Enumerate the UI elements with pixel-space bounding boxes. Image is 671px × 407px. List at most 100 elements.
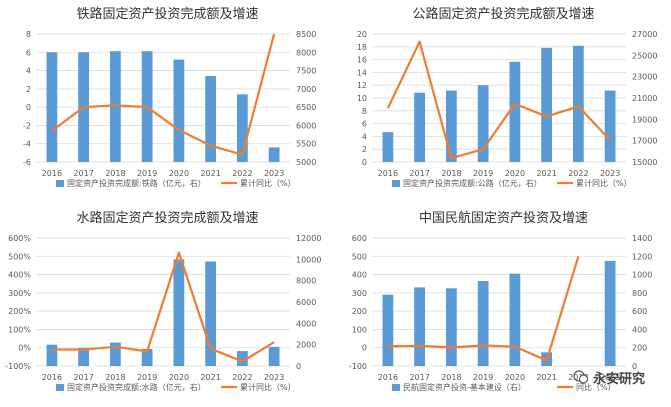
legend-bar-swatch (392, 384, 400, 391)
x-tick-label: 2023 (600, 169, 620, 178)
x-tick-label: 2017 (73, 169, 93, 178)
legend-bar-label: 固定资产投资完成额:公路（亿元，右） (403, 178, 542, 188)
y-left-tick-label: 300 (352, 289, 367, 298)
y-right-tick-label: 21000 (632, 94, 657, 103)
legend-line-label: 同比（%） (576, 382, 616, 392)
y-right-tick-label: 6000 (296, 298, 316, 307)
watermark-text: 永安研究 (593, 372, 646, 387)
legend-bar-swatch (392, 180, 400, 187)
chart-title: 铁路固定资产投资完成额及增速 (76, 6, 258, 22)
x-tick-label: 2020 (505, 373, 525, 382)
y-left-tick-label: -100% (5, 362, 31, 371)
x-tick-label: 2018 (441, 373, 461, 382)
bar (141, 348, 153, 366)
y-right-tick-label: 7500 (296, 67, 316, 76)
x-tick-label: 2022 (568, 373, 588, 382)
chart-civil-aviation: 中国民航固定资产投资及增速 -100 0 100 200 300 400 500 600 0 200… (336, 204, 671, 406)
chart-waterway: 水路固定资产投资完成额及增速 -100% 0% 100% 200% 300% 400% 500… (0, 204, 335, 406)
bar (109, 51, 121, 163)
x-tick-label: 2019 (137, 373, 157, 382)
bar (173, 259, 185, 366)
legend-bar-label: 固定资产投资完成额:铁路（亿元，右） (67, 178, 206, 188)
watermark: 永安研究 (573, 367, 665, 389)
x-tick-label: 2016 (378, 373, 398, 382)
y-left-tick-label: 200% (8, 307, 31, 316)
y-right-tick-label: 0 (632, 362, 637, 371)
x-tick-label: 2016 (378, 169, 398, 178)
y-right-tick-label: 23000 (632, 73, 657, 82)
x-tick-label: 2019 (473, 373, 493, 382)
chart-title: 公路固定资产投资完成额及增速 (412, 6, 594, 22)
y-left-tick-label: 0% (18, 344, 31, 353)
x-tick-label: 2017 (73, 373, 93, 382)
y-left-tick-label: 4 (26, 67, 31, 76)
y-right-tick-label: 8000 (296, 48, 316, 57)
y-left-tick-label: 500 (352, 252, 367, 261)
y-left-tick-label: 2 (26, 85, 31, 94)
bar (236, 351, 248, 366)
x-tick-label: 2016 (42, 169, 62, 178)
legend-line-label: 累计同比（%） (240, 382, 296, 392)
y-right-tick-label: 1000 (632, 271, 652, 280)
x-tick-label: 2020 (169, 169, 189, 178)
y-left-tick-label: 100% (8, 325, 31, 334)
y-right-tick-label: 8000 (296, 277, 316, 286)
legend-line-label: 累计同比（%） (576, 178, 632, 188)
bar (509, 61, 521, 162)
y-left-tick-label: 600% (8, 234, 31, 243)
x-tick-label: 2017 (409, 169, 429, 178)
bar (477, 85, 489, 162)
y-left-tick-label: 4 (362, 132, 367, 141)
y-left-tick-label: 200 (352, 307, 367, 316)
y-right-tick-label: 4000 (296, 319, 316, 328)
y-left-tick-label: 6 (26, 48, 31, 57)
y-left-tick-label: 300% (8, 289, 31, 298)
x-tick-label: 2018 (105, 169, 125, 178)
y-right-tick-label: 25000 (632, 51, 657, 60)
y-right-tick-label: 19000 (632, 115, 657, 124)
bar (414, 287, 426, 366)
bar (572, 45, 584, 162)
y-right-tick-label: 17000 (632, 137, 657, 146)
y-right-tick-label: 600 (632, 307, 647, 316)
y-left-tick-label: 20 (357, 30, 367, 39)
y-left-tick-label: 0 (362, 158, 367, 167)
bar (268, 346, 280, 366)
y-right-tick-label: 7000 (296, 85, 316, 94)
y-left-tick-label: 12 (357, 81, 367, 90)
legend-bar-swatch (56, 180, 64, 187)
bar (46, 52, 58, 162)
bar (445, 90, 457, 162)
x-tick-label: 2022 (232, 169, 252, 178)
chart-title: 中国民航固定资产投资及增速 (419, 210, 588, 226)
x-tick-label: 2019 (137, 169, 157, 178)
bar (109, 342, 121, 366)
y-left-tick-label: 14 (357, 68, 367, 77)
x-tick-label: 2021 (200, 373, 220, 382)
y-left-tick-label: 0 (362, 344, 367, 353)
y-right-tick-label: 1400 (632, 234, 652, 243)
bar (78, 347, 90, 366)
wechat-icon (573, 370, 589, 384)
y-left-tick-label: 400% (8, 271, 31, 280)
y-left-tick-label: 2 (362, 145, 367, 154)
x-tick-label: 2020 (169, 373, 189, 382)
y-left-tick-label: 8 (26, 30, 31, 39)
bar (445, 288, 457, 366)
x-tick-label: 2023 (264, 373, 284, 382)
bar (205, 76, 217, 162)
legend-line-label: 累计同比（%） (240, 178, 296, 188)
x-tick-label: 2022 (568, 169, 588, 178)
bar (236, 94, 248, 162)
y-right-tick-label: 1200 (632, 252, 652, 261)
line-series (386, 40, 611, 160)
y-right-tick-label: 15000 (632, 158, 657, 167)
line-series (51, 33, 276, 156)
y-left-tick-label: 400 (352, 271, 367, 280)
y-left-tick-label: 100 (352, 325, 367, 334)
bar (173, 59, 185, 162)
y-left-tick-label: 10 (357, 94, 367, 103)
y-right-tick-label: 12000 (296, 234, 321, 243)
bar (541, 47, 553, 162)
bar (509, 273, 521, 366)
